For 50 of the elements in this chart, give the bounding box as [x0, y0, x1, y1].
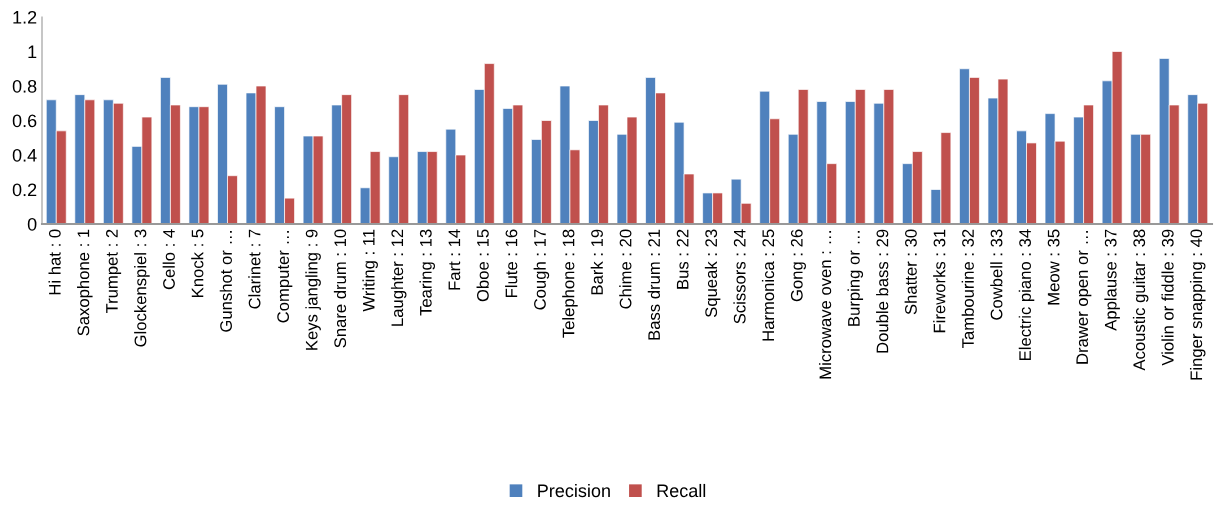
x-tick-label: Meow : 35 [1047, 229, 1060, 305]
x-tick-label: Chime : 20 [619, 229, 632, 309]
legend-label: Precision [538, 483, 610, 498]
x-tick-label: Keys jangling : 9 [305, 229, 321, 350]
x-tick-label: Trumpet : 2 [106, 229, 122, 314]
x-tick-label: Saxophone : 1 [77, 229, 93, 336]
x-tick-label: Bark : 19 [590, 229, 603, 295]
x-tick-label: Snare drum : 10 [333, 229, 347, 348]
x-tick-label: Violin or fiddle : 39 [1161, 229, 1174, 366]
x-tick-label: Burping or … [847, 231, 864, 326]
x-tick-label: Clarinet : 7 [248, 229, 261, 309]
x-tick-label: Glockenspiel : 3 [134, 229, 150, 347]
x-tick-label: Shatter : 30 [904, 229, 917, 315]
x-tick-label: Applause : 37 [1104, 229, 1120, 331]
x-tick-label: Cello : 4 [162, 229, 175, 290]
y-tick-label: 0.4 [12, 148, 37, 162]
y-tick-label: 1.2 [13, 10, 37, 24]
x-tick-label: Finger snapping : 40 [1189, 229, 1206, 380]
x-tick-label: Writing : 11 [362, 229, 378, 312]
x-tick-label: Harmonica : 25 [761, 229, 775, 341]
x-tick-label: Knock : 5 [191, 229, 204, 297]
x-tick-label: Bass drum : 21 [647, 229, 661, 340]
x-tick-label: Scissors : 24 [733, 229, 746, 324]
x-tick-label: Laughter : 12 [390, 229, 407, 326]
x-tick-label: Oboe : 15 [476, 229, 489, 302]
x-tick-label: Fart : 14 [448, 229, 461, 290]
x-tick-label: Telephone : 18 [562, 229, 578, 338]
x-tick-label: Hi hat : 0 [48, 229, 61, 295]
y-tick-label: 0.2 [12, 183, 37, 197]
x-tick-label: Squeak : 23 [704, 229, 721, 318]
x-tick-label: Drawer open or … [1076, 231, 1092, 364]
legend-label: Recall [657, 483, 706, 498]
x-tick-label: Tambourine : 32 [961, 229, 974, 348]
x-tick-label: Fireworks : 31 [933, 229, 946, 333]
x-tick-label: Cowbell : 33 [990, 229, 1003, 320]
x-tick-label: Tearing : 13 [419, 229, 436, 316]
x-tick-label: Gunshot or … [219, 231, 232, 332]
x-tick-label: Bus : 22 [676, 229, 689, 289]
x-tick-label: Microwave oven : … [818, 231, 832, 379]
x-tick-label: Acoustic guitar : 38 [1132, 229, 1149, 371]
x-tick-label: Double bass : 29 [876, 229, 889, 353]
x-tick-label: Electric piano : 34 [1018, 229, 1035, 360]
x-tick-label: Computer … [277, 231, 293, 323]
x-tick-label: Gong : 26 [790, 229, 806, 302]
y-tick-label: 0.8 [12, 79, 37, 93]
x-tick-label: Flute : 16 [505, 229, 518, 297]
x-tick-label: Cough : 17 [533, 229, 550, 310]
y-tick-label: 0 [27, 217, 37, 231]
y-tick-label: 1 [28, 45, 37, 59]
y-tick-label: 0.6 [12, 114, 37, 128]
